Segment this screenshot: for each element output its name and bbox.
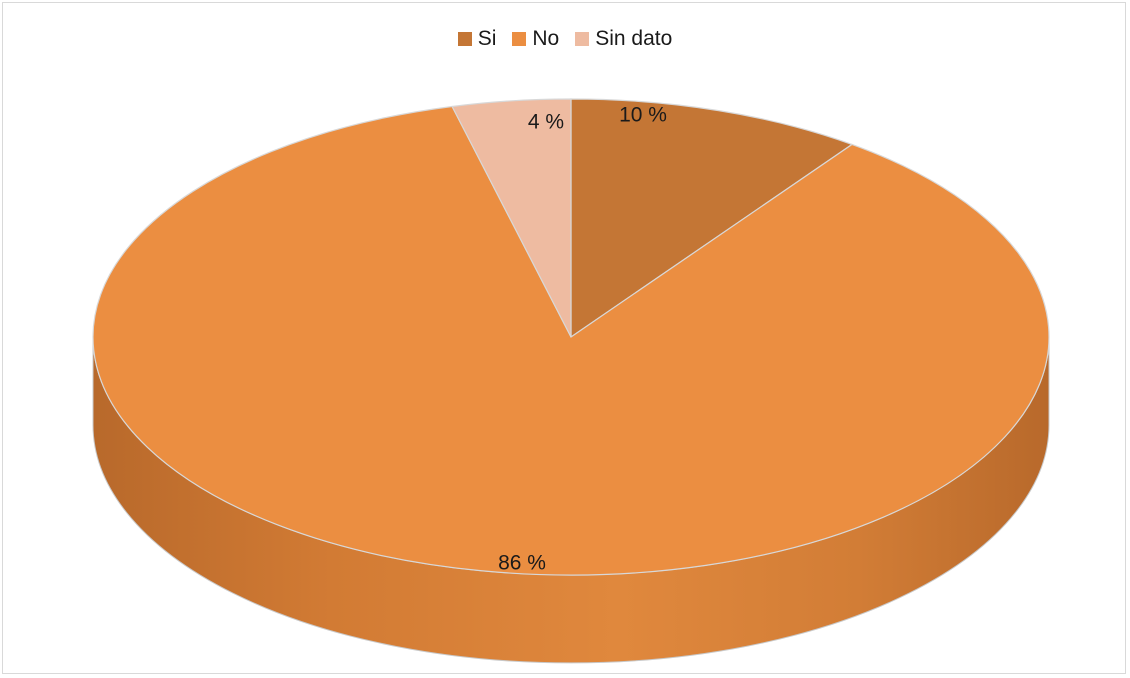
legend-item-sin-dato: Sin dato — [575, 24, 672, 54]
data-label-si: 10 % — [619, 104, 667, 127]
legend-swatch-no — [512, 32, 527, 46]
data-label-sin-dato: 4 % — [528, 111, 564, 134]
pie-data-labels: 10 % 86 % 4 % — [498, 104, 667, 575]
legend-item-si: Si — [457, 24, 497, 54]
legend-swatch-si — [457, 32, 472, 46]
legend-label-si: Si — [477, 27, 497, 50]
legend-label-no: No — [532, 27, 560, 50]
chart-legend: Si No Sin dato — [0, 24, 1130, 54]
legend-item-no: No — [512, 24, 559, 54]
pie-slice-no — [92, 105, 1050, 576]
data-label-no: 86 % — [498, 552, 546, 575]
pie-slice-sin-dato — [451, 98, 572, 338]
legend-label-sin-dato: Sin dato — [595, 27, 673, 50]
pie-slice-si — [570, 98, 854, 339]
legend-swatch-sin-dato — [575, 32, 590, 46]
pie-top — [92, 98, 1050, 576]
